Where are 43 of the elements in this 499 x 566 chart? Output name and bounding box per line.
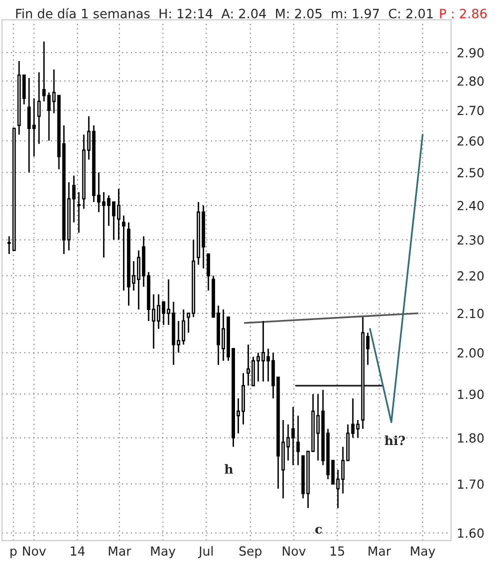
x-tick-label: Nov (282, 546, 306, 556)
y-tick-label: 2.20 (458, 271, 484, 281)
x-tick-label: 14 (70, 546, 85, 556)
x-tick-label: p (10, 548, 17, 558)
candlestick (186, 312, 190, 334)
annotation: hi? (384, 436, 405, 446)
candlestick (176, 320, 180, 354)
annotation: h (224, 464, 234, 474)
chart-subtitle: P : 2.86 (440, 8, 487, 18)
candlestick (27, 77, 31, 174)
y-tick-label: 2.70 (458, 106, 484, 116)
x-tick-label: Jul (198, 546, 213, 558)
candlestick (206, 253, 210, 292)
x-tick-label: Nov (23, 546, 46, 556)
x-tick-label: May (410, 546, 436, 558)
y-tick-label: 1.80 (458, 433, 484, 443)
candlestick (32, 98, 36, 158)
candlestick (77, 191, 81, 234)
candlestick (37, 72, 41, 145)
x-tick-label: May (151, 546, 176, 558)
y-tick-label: 2.50 (458, 168, 484, 178)
candlestick (47, 92, 51, 142)
y-tick-label: 1.70 (458, 479, 484, 489)
y-tick-label: 2.90 (458, 48, 484, 58)
y-tick-label: 2.30 (458, 235, 484, 245)
x-tick-label: Mar (108, 546, 132, 556)
x-tick-label: Sep (239, 546, 262, 558)
candlestick (296, 414, 300, 466)
y-tick-label: 2.00 (458, 348, 484, 358)
y-tick-label: 2.80 (458, 76, 484, 86)
x-tick-label: 15 (330, 546, 344, 556)
x-tick-label: Mar (368, 546, 392, 556)
candlestick (122, 214, 126, 292)
chart-title: Fin de día 1 semanas H: 12:14 A: 2.04 M: 2.05 m: 1.97 C: 2.01 (16, 8, 433, 18)
candlestick (316, 393, 320, 462)
y-tick-label: 2.40 (458, 200, 484, 210)
candlestick (182, 308, 186, 346)
y-tick-label: 2.10 (458, 308, 484, 318)
annotation: c (315, 526, 322, 534)
y-tick-label: 2.60 (458, 136, 484, 146)
candlestick (42, 40, 46, 102)
y-tick-label: 1.60 (458, 528, 484, 538)
y-tick-label: 1.90 (458, 390, 484, 400)
